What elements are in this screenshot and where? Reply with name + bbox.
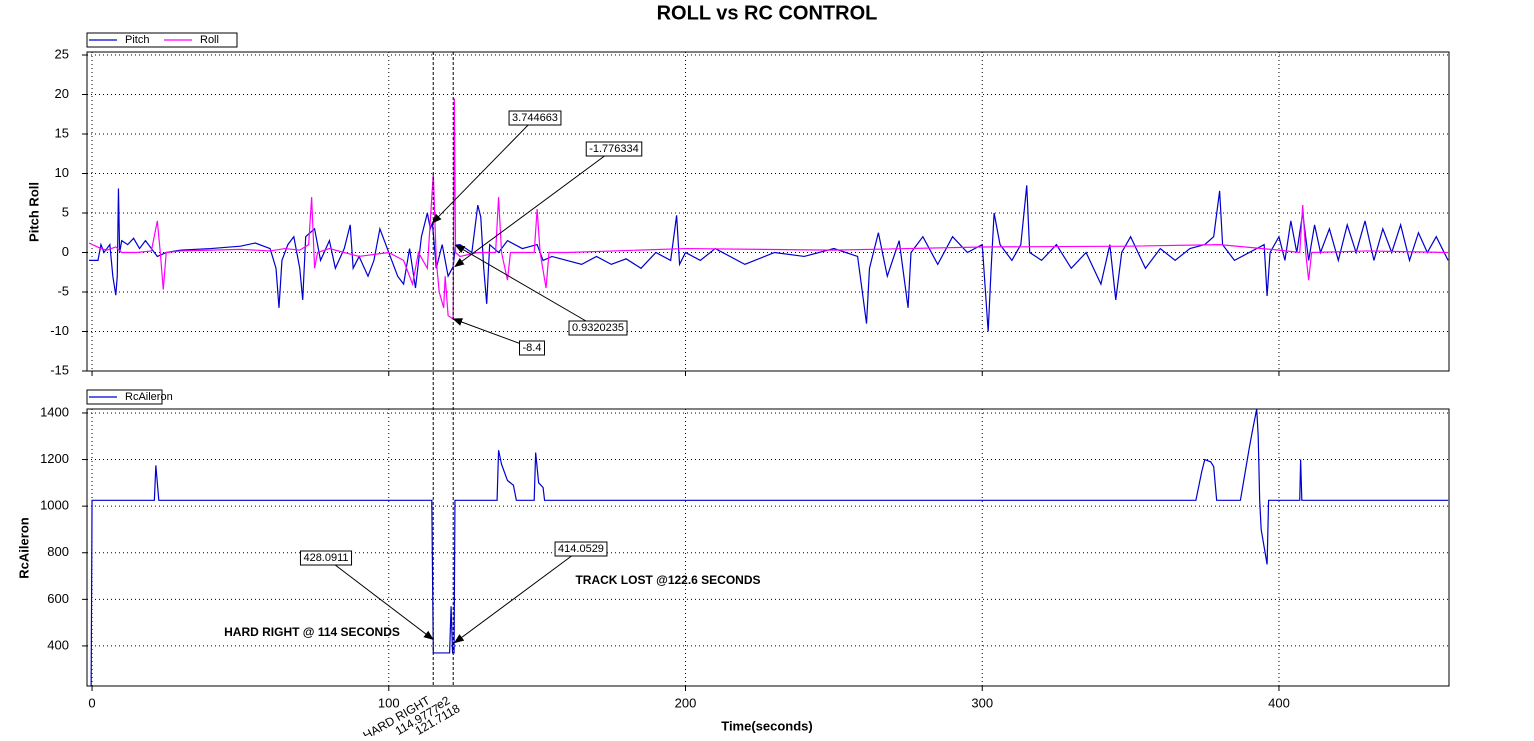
marker-name: e2 (434, 693, 453, 712)
y-tick-label: 800 (47, 544, 69, 559)
annotation-label: 428.0911 (303, 552, 348, 564)
annotation-box (508, 110, 562, 126)
annotation-box (554, 541, 608, 557)
y-tick-label: 600 (47, 591, 69, 606)
legend-box (86, 389, 163, 405)
annotation-label: 0.9320235 (572, 322, 624, 334)
legend-box (86, 32, 238, 48)
y-tick-label: 15 (55, 125, 69, 140)
y-tick-label: -15 (50, 362, 69, 377)
y-axis-label: RcAileron (16, 517, 31, 578)
annotation-box (299, 550, 353, 566)
annotation-arrow (431, 117, 536, 224)
x-tick-label: 200 (675, 695, 697, 710)
annotation-box (585, 141, 643, 157)
plot-frame (86, 408, 1450, 687)
x-tick-label: 0 (88, 695, 95, 710)
chart-title: ROLL vs RC CONTROL (657, 2, 878, 24)
annotation-arrow (453, 548, 582, 644)
y-tick-label: 20 (55, 86, 69, 101)
y-axis-label: Pitch Roll (26, 182, 41, 242)
legend-label: RcAileron (125, 391, 173, 403)
annotation-label: -1.776334 (589, 143, 639, 155)
annotation-arrow (454, 244, 599, 329)
annotation-label: -8.4 (523, 342, 542, 354)
data-line (88, 98, 1449, 320)
y-tick-label: -10 (50, 323, 69, 338)
annotation-box (568, 320, 628, 336)
annotation-note: HARD RIGHT @ 114 SECONDS (224, 625, 400, 639)
y-tick-label: 1000 (40, 498, 69, 513)
y-tick-label: 1200 (40, 451, 69, 466)
legend-label: Roll (200, 34, 219, 46)
annotation-label: 3.744663 (512, 112, 558, 124)
y-tick-label: -5 (57, 283, 69, 298)
data-line (90, 409, 1449, 686)
legend-label: Pitch (125, 34, 149, 46)
annotation-label: 414.0529 (558, 543, 604, 555)
annotation-box (519, 340, 545, 356)
x-tick-label: 300 (971, 695, 993, 710)
annotation-arrow (325, 557, 434, 640)
y-tick-label: 400 (47, 637, 69, 652)
y-tick-label: 0 (62, 244, 69, 259)
x-axis-label: Time(seconds) (721, 718, 813, 733)
annotation-arrow (454, 148, 615, 268)
data-line (89, 185, 1449, 332)
x-tick-label: 400 (1268, 695, 1290, 710)
annotation-arrow (452, 318, 533, 349)
y-tick-label: 5 (62, 204, 69, 219)
x-tick-label: 100 (378, 695, 400, 710)
y-tick-label: 25 (55, 46, 69, 61)
y-tick-label: 1400 (40, 404, 69, 419)
y-tick-label: 10 (55, 165, 69, 180)
annotation-note: TRACK LOST @122.6 SECONDS (575, 573, 760, 587)
